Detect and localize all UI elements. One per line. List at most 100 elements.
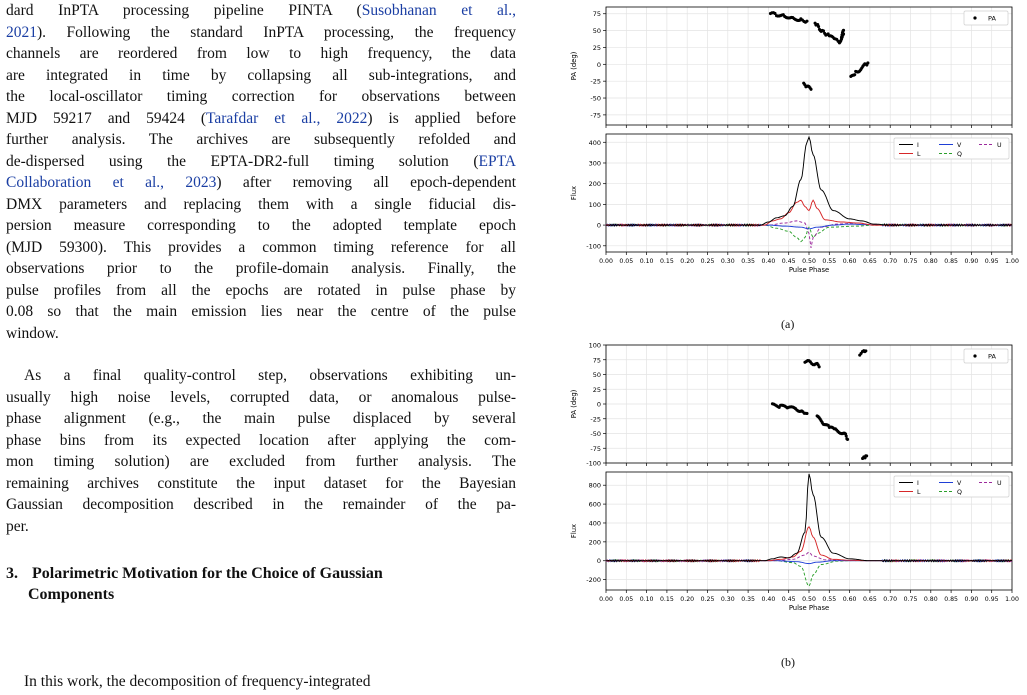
y-tick-label: 100 <box>589 342 601 350</box>
x-tick-label: 0.55 <box>822 596 836 603</box>
pa-data-point <box>817 25 821 29</box>
pa-data-point <box>840 31 845 35</box>
text-fragment: are integrated in time by collapsing all… <box>6 66 516 84</box>
x-tick-label: 0.55 <box>822 258 836 265</box>
text-line: Gaussian decomposition described in the … <box>6 494 516 516</box>
text-fragment: per. <box>6 517 29 535</box>
series-line-i <box>605 473 1013 563</box>
x-tick-label: 0.10 <box>640 596 654 603</box>
x-axis-label: Pulse Phase <box>789 266 829 274</box>
legend-marker-pa <box>973 354 977 358</box>
y-axis-label: Flux <box>570 186 578 200</box>
text-line: phase alignment (e.g., the main pulse di… <box>6 408 516 430</box>
legend-marker-pa <box>973 16 977 20</box>
y-tick-label: 100 <box>589 201 601 209</box>
y-tick-label: -25 <box>590 78 601 86</box>
section-title-line2: Components <box>28 586 115 603</box>
text-fragment: further analysis. The archives are subse… <box>6 131 516 148</box>
legend-label-l: L <box>917 151 921 158</box>
text-line: mon timing solution) are excluded from f… <box>6 451 516 473</box>
x-tick-label: 0.15 <box>660 258 674 265</box>
text-fragment <box>164 174 185 191</box>
y-tick-label: 25 <box>593 44 601 52</box>
legend-label-l: L <box>917 489 921 496</box>
text-line: usually high noise levels, corrupted dat… <box>6 387 516 409</box>
text-line: dard InPTA processing pipeline PINTA (Su… <box>6 0 516 22</box>
text-fragment: MJD 59217 and 59424 ( <box>6 109 206 127</box>
x-tick-label: 0.40 <box>762 596 776 603</box>
y-tick-label: 200 <box>589 538 601 546</box>
x-tick-label: 0.45 <box>782 258 796 265</box>
chart-panel: -200 0 200 400 600 800 0.00 0.05 0.10 0.15 0.20 0.2… <box>570 471 1019 612</box>
citation-link[interactable]: EPTA <box>478 152 516 170</box>
pa-data-point <box>821 29 826 33</box>
x-tick-label: 0.85 <box>944 596 958 603</box>
paragraph-text: In this work, the decomposition of frequ… <box>24 673 371 690</box>
y-tick-label: -75 <box>590 111 601 119</box>
legend-label-i: I <box>917 480 919 487</box>
text-fragment: window. <box>6 324 59 342</box>
pa-data-point <box>809 87 813 91</box>
text-fragment: the local-oscillator timing correction f… <box>6 88 516 105</box>
x-tick-label: 0.45 <box>782 596 796 603</box>
text-fragment: usually high noise levels, corrupted dat… <box>6 388 516 406</box>
section-number: 3. <box>6 565 18 582</box>
x-tick-label: 0.70 <box>883 596 897 603</box>
y-tick-label: 0 <box>597 61 601 69</box>
x-tick-label: 0.40 <box>762 258 776 265</box>
citation-link[interactable]: Susobhanan et al., <box>361 2 516 19</box>
text-fragment: (MJD 59300). This provides a common timi… <box>6 238 516 256</box>
y-tick-label: 300 <box>589 159 601 167</box>
pa-data-point <box>844 434 848 438</box>
x-tick-label: 0.05 <box>619 596 633 603</box>
x-tick-label: 1.00 <box>1005 258 1019 265</box>
text-line: further analysis. The archives are subse… <box>6 129 516 151</box>
legend-box <box>893 137 1010 160</box>
y-tick-label: 0 <box>597 401 601 409</box>
chart-panel: -100 0 100 200 300 400 0.00 0.05 0.10 0.15 0.20 0.2… <box>570 133 1019 274</box>
text-fragment: persion measure corresponding to the ado… <box>6 217 516 234</box>
pa-data-point <box>805 411 809 415</box>
pa-data-point <box>817 365 821 369</box>
chart-panel: -75 -50 -25 0 25 50 75 PA (deg) PA <box>570 6 1013 128</box>
text-fragment: ) after removing all epoch-dependent <box>216 174 517 191</box>
text-line: per. <box>6 516 516 538</box>
y-tick-label: -75 <box>590 445 601 453</box>
x-tick-label: 0.25 <box>701 596 715 603</box>
text-fragment: ) is applied before <box>367 109 516 127</box>
x-tick-label: 0.35 <box>741 596 755 603</box>
citation-link[interactable]: 2021 <box>6 23 37 41</box>
legend-label-u: U <box>997 142 1002 149</box>
text-fragment: ). Following the standard InPTA processi… <box>37 23 516 41</box>
pa-data-point <box>846 437 850 441</box>
paragraph-processing: dard InPTA processing pipeline PINTA (Su… <box>6 0 516 344</box>
x-tick-label: 0.80 <box>924 596 938 603</box>
text-fragment: 0.08 so that the main emission lies near… <box>6 303 516 320</box>
x-tick-label: 0.60 <box>843 258 857 265</box>
pa-data-point <box>866 61 870 65</box>
text-line: remaining archives constitute the input … <box>6 473 516 495</box>
pa-data-point <box>865 454 869 458</box>
text-line: the local-oscillator timing correction f… <box>6 86 516 108</box>
paragraph-decomposition: In this work, the decomposition of frequ… <box>6 671 516 693</box>
text-fragment: remaining archives constitute the input … <box>6 474 516 492</box>
text-fragment: As a final quality-control step, observa… <box>24 367 516 384</box>
x-tick-label: 0.75 <box>904 596 918 603</box>
x-tick-label: 0.90 <box>965 258 979 265</box>
x-tick-label: 0.60 <box>843 596 857 603</box>
text-line: 0.08 so that the main emission lies near… <box>6 301 516 323</box>
citation-link[interactable]: 2023 <box>185 174 217 191</box>
legend-label-v: V <box>957 142 962 149</box>
x-tick-label: 0.35 <box>741 258 755 265</box>
y-axis-label: Flux <box>570 524 578 538</box>
y-tick-label: -50 <box>590 95 601 103</box>
y-tick-label: -50 <box>590 430 601 438</box>
citation-link[interactable]: 2022 <box>336 109 368 127</box>
x-tick-label: 0.90 <box>965 596 979 603</box>
text-line: phase bins from its expected location af… <box>6 430 516 452</box>
citation-link[interactable]: Collaboration et al., <box>6 174 165 191</box>
text-fragment: phase bins from its expected location af… <box>6 431 516 449</box>
text-fragment: Gaussian decomposition described in the … <box>6 496 516 513</box>
y-axis-label: PA (deg) <box>570 389 578 418</box>
citation-link[interactable]: Tarafdar et al., <box>205 109 321 127</box>
